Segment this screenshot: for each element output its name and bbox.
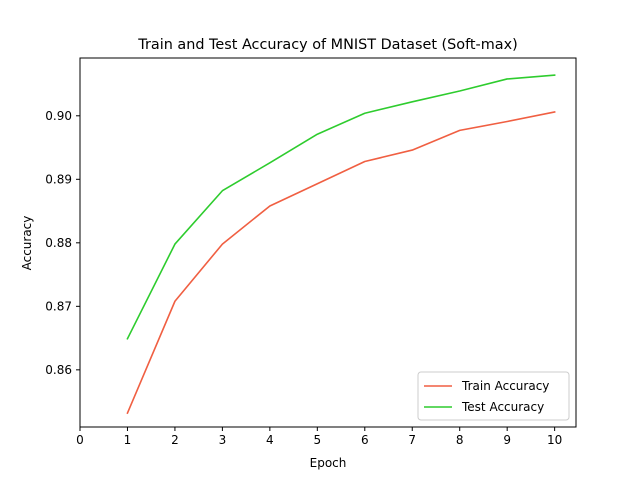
y-tick-label: 0.90 — [45, 109, 72, 123]
x-tick-label: 0 — [76, 433, 84, 447]
x-tick-label: 9 — [503, 433, 511, 447]
y-tick-label: 0.89 — [45, 172, 72, 186]
x-tick-label: 3 — [219, 433, 227, 447]
x-tick-label: 7 — [408, 433, 416, 447]
legend-label: Train Accuracy — [461, 379, 549, 393]
x-tick-label: 6 — [361, 433, 369, 447]
legend: Train Accuracy Test Accuracy — [418, 372, 569, 420]
chart-title: Train and Test Accuracy of MNIST Dataset… — [137, 37, 517, 53]
legend-label: Test Accuracy — [461, 400, 544, 414]
y-tick-label: 0.88 — [45, 236, 72, 250]
series-line-test-accuracy — [127, 75, 554, 339]
x-tick-label: 1 — [124, 433, 132, 447]
series-layer — [127, 75, 554, 413]
x-tick-label: 5 — [314, 433, 322, 447]
x-tick-label: 8 — [456, 433, 464, 447]
y-axis-label: Accuracy — [20, 216, 34, 271]
y-tick-label: 0.87 — [45, 299, 72, 313]
x-tick-label: 2 — [171, 433, 179, 447]
x-axis-label: Epoch — [310, 456, 347, 470]
x-tick-label: 4 — [266, 433, 274, 447]
series-line-train-accuracy — [127, 112, 554, 413]
x-tick-label: 10 — [547, 433, 562, 447]
y-tick-label: 0.86 — [45, 363, 72, 377]
